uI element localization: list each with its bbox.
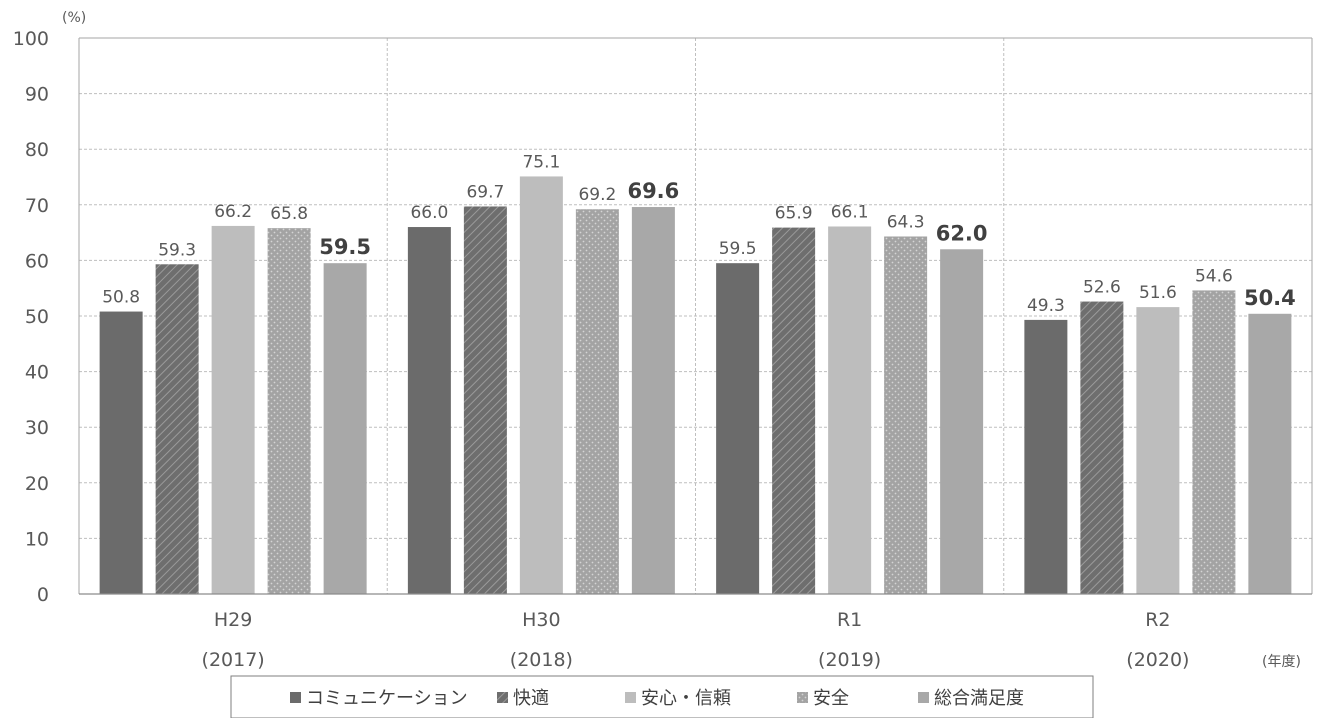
y-tick-label: 50 bbox=[25, 306, 49, 328]
y-tick-label: 20 bbox=[25, 473, 49, 495]
bar bbox=[1136, 307, 1180, 594]
y-tick-label: 100 bbox=[13, 28, 49, 50]
x-axis-unit-label: (年度) bbox=[1262, 654, 1301, 670]
legend-entry-label: 快適 bbox=[513, 688, 549, 709]
x-category-year-label: (2017) bbox=[202, 649, 265, 671]
bar bbox=[1248, 313, 1292, 594]
legend-swatch bbox=[797, 692, 808, 703]
data-label: 69.7 bbox=[466, 182, 504, 202]
legend-entry-label: 安全 bbox=[813, 688, 849, 709]
bar bbox=[575, 209, 619, 595]
bar bbox=[772, 227, 816, 594]
data-label: 69.2 bbox=[578, 185, 616, 205]
bar bbox=[407, 227, 451, 595]
data-label: 49.3 bbox=[1027, 296, 1065, 316]
bar bbox=[323, 263, 367, 594]
legend-entry-label: 総合満足度 bbox=[934, 688, 1024, 709]
data-label: 50.8 bbox=[102, 288, 140, 308]
bar bbox=[940, 249, 984, 594]
y-tick-label: 90 bbox=[25, 84, 49, 106]
gridlines bbox=[79, 37, 1312, 594]
bar bbox=[211, 225, 255, 595]
bar bbox=[828, 226, 872, 594]
y-tick-label: 30 bbox=[25, 417, 49, 439]
axes: 0 10 20 30 40 50 60 70 80 90 100 H29 (2017) H30 (2018)… bbox=[13, 28, 1313, 671]
legend-box bbox=[230, 675, 1094, 718]
data-label: 69.6 bbox=[627, 179, 679, 203]
data-label: 65.9 bbox=[775, 204, 813, 224]
legend-entry-label: 安心・信頼 bbox=[641, 688, 731, 709]
bar bbox=[99, 311, 143, 594]
bar bbox=[884, 236, 928, 594]
data-label: 66.2 bbox=[214, 202, 252, 222]
data-label: 59.3 bbox=[158, 240, 196, 260]
data-label: 59.5 bbox=[319, 235, 371, 259]
y-tick-label: 10 bbox=[25, 528, 49, 550]
legend-swatch bbox=[918, 692, 929, 703]
y-tick-label: 40 bbox=[25, 362, 49, 384]
bars bbox=[99, 176, 1292, 595]
legend-swatch bbox=[625, 692, 636, 703]
bar bbox=[463, 206, 507, 594]
bar bbox=[267, 228, 311, 595]
data-label: 65.8 bbox=[270, 204, 308, 224]
bar bbox=[1080, 301, 1124, 594]
x-category-label: R1 bbox=[837, 609, 862, 631]
y-axis-unit-label: (%) bbox=[62, 10, 86, 26]
y-tick-label: 60 bbox=[25, 250, 49, 272]
data-label: 59.5 bbox=[719, 239, 757, 259]
data-label: 66.0 bbox=[410, 203, 448, 223]
data-label: 66.1 bbox=[831, 202, 869, 222]
data-label: 64.3 bbox=[887, 212, 925, 232]
x-category-year-label: (2018) bbox=[510, 649, 573, 671]
x-category-label: H29 bbox=[214, 609, 252, 631]
data-label: 51.6 bbox=[1139, 283, 1177, 303]
bar bbox=[631, 207, 675, 595]
y-tick-label: 0 bbox=[37, 584, 49, 606]
bar bbox=[155, 264, 199, 594]
data-label: 50.4 bbox=[1244, 286, 1296, 310]
x-category-year-label: (2020) bbox=[1126, 649, 1189, 671]
x-category-label: H30 bbox=[522, 609, 560, 631]
data-label: 75.1 bbox=[522, 152, 560, 172]
x-category-label: R2 bbox=[1145, 609, 1170, 631]
legend-swatch bbox=[497, 692, 508, 703]
data-label: 54.6 bbox=[1195, 266, 1233, 286]
legend-swatch bbox=[290, 692, 301, 703]
data-label: 62.0 bbox=[936, 221, 988, 245]
data-labels: 50.8 59.3 66.2 65.8 59.5 66.0 69.7 75.1 69.2 69.6… bbox=[102, 152, 1296, 315]
bar bbox=[716, 263, 760, 594]
legend: コミュニケーション 快適 安心・信頼 安全 総合満足度 bbox=[230, 675, 1094, 718]
data-label: 52.6 bbox=[1083, 278, 1121, 298]
legend-entry-label: コミュニケーション bbox=[306, 688, 468, 709]
bar bbox=[519, 176, 563, 594]
x-category-year-label: (2019) bbox=[818, 649, 881, 671]
y-tick-label: 80 bbox=[25, 139, 49, 161]
bar bbox=[1192, 290, 1236, 594]
y-tick-label: 70 bbox=[25, 195, 49, 217]
bar bbox=[1024, 319, 1068, 594]
